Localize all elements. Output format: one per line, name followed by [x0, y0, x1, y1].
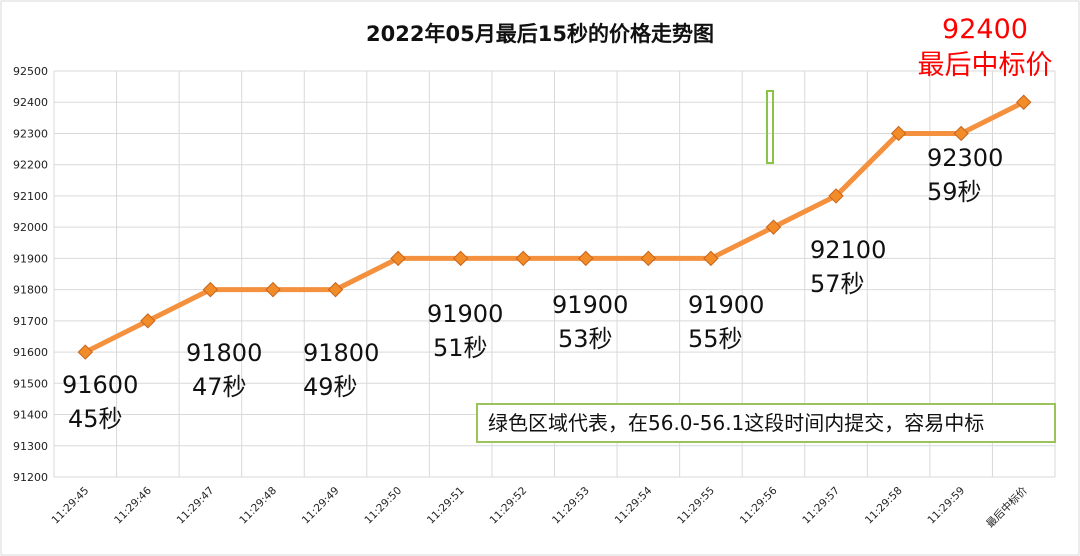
annotation-second: 45秒 — [68, 405, 123, 433]
y-tick-label: 92000 — [13, 221, 48, 234]
annotation-second: 53秒 — [558, 325, 613, 353]
data-point — [390, 250, 406, 267]
x-tick-label: 11:29:56 — [738, 484, 780, 526]
x-tick-label: 11:29:55 — [675, 485, 717, 527]
y-tick-label: 92200 — [13, 159, 48, 172]
final-price-label: 最后中标价 — [917, 50, 1053, 81]
y-tick-label: 91700 — [13, 315, 48, 328]
y-tick-label: 91300 — [13, 440, 48, 453]
annotation-55: 91900 55秒 — [688, 288, 764, 356]
annotation-51: 91900 51秒 — [427, 297, 503, 365]
x-tick-label: 11:29:51 — [425, 485, 467, 527]
final-price-callout: 92400 最后中标价 — [905, 12, 1065, 84]
annotation-second: 51秒 — [433, 334, 488, 362]
data-point — [140, 313, 156, 329]
data-point — [953, 125, 969, 142]
x-tick-label: 最后中标价 — [984, 484, 1031, 531]
annotation-second: 57秒 — [810, 270, 865, 298]
annotation-price: 91900 — [427, 300, 504, 328]
data-point — [703, 250, 719, 267]
y-tick-label: 91400 — [13, 409, 48, 422]
x-tick-label: 11:29:52 — [487, 485, 529, 527]
x-tick-label: 11:29:57 — [800, 485, 842, 527]
x-tick-label: 11:29:46 — [112, 484, 154, 526]
y-tick-label: 92500 — [13, 65, 48, 78]
data-point — [77, 344, 93, 360]
annotation-45: 91600 45秒 — [62, 368, 138, 436]
data-point — [202, 281, 219, 298]
annotation-47: 91800 47秒 — [186, 336, 262, 404]
x-tick-label: 11:29:45 — [50, 485, 92, 527]
annotation-second: 55秒 — [688, 325, 743, 353]
x-tick-label: 11:29:53 — [550, 485, 592, 527]
x-tick-label: 11:29:49 — [300, 485, 342, 527]
green-zone-marker — [766, 90, 774, 164]
data-point — [1016, 94, 1032, 110]
y-tick-label: 91800 — [13, 284, 48, 297]
annotation-price: 91900 — [688, 291, 765, 319]
chart-title: 2022年05月最后15秒的价格走势图 — [366, 22, 714, 46]
annotation-price: 92100 — [810, 236, 887, 264]
annotation-second: 49秒 — [303, 373, 358, 401]
data-point — [515, 250, 531, 267]
y-tick-label: 91200 — [13, 471, 48, 484]
x-tick-label: 11:29:59 — [925, 485, 967, 527]
annotation-price: 91600 — [62, 371, 139, 399]
data-point — [327, 281, 344, 298]
data-point — [828, 188, 844, 204]
annotation-49: 91800 49秒 — [303, 336, 379, 404]
annotation-price: 91800 — [303, 339, 380, 367]
data-point — [578, 250, 594, 267]
data-point — [640, 250, 657, 267]
annotation-price: 92300 — [927, 144, 1004, 172]
x-tick-label: 11:29:50 — [362, 485, 404, 527]
annotation-53: 91900 53秒 — [552, 288, 628, 356]
x-tick-label: 11:29:48 — [237, 485, 279, 527]
y-tick-label: 91600 — [13, 346, 48, 359]
y-tick-label: 92100 — [13, 190, 48, 203]
annotation-second: 59秒 — [927, 178, 982, 206]
annotation-second: 47秒 — [192, 373, 247, 401]
y-tick-label: 91900 — [13, 252, 48, 265]
price-series-line — [82, 99, 1027, 355]
data-point — [265, 281, 281, 298]
data-point — [890, 125, 907, 142]
note-box: 绿色区域代表，在56.0-56.1这段时间内提交，容易中标 — [476, 403, 1056, 443]
x-tick-label: 11:29:47 — [175, 485, 217, 527]
annotation-price: 91800 — [186, 339, 263, 367]
y-tick-label: 92300 — [13, 127, 48, 140]
annotation-57: 92100 57秒 — [810, 233, 886, 301]
x-tick-label: 11:29:58 — [863, 485, 905, 527]
annotation-price: 91900 — [552, 291, 629, 319]
x-tick-label: 11:29:54 — [613, 484, 655, 526]
y-tick-label: 92400 — [13, 96, 48, 109]
data-point — [452, 250, 469, 267]
final-price-value: 92400 — [942, 14, 1028, 45]
y-tick-label: 91500 — [13, 377, 48, 390]
data-point — [765, 219, 782, 235]
annotation-59: 92300 59秒 — [927, 141, 1003, 209]
